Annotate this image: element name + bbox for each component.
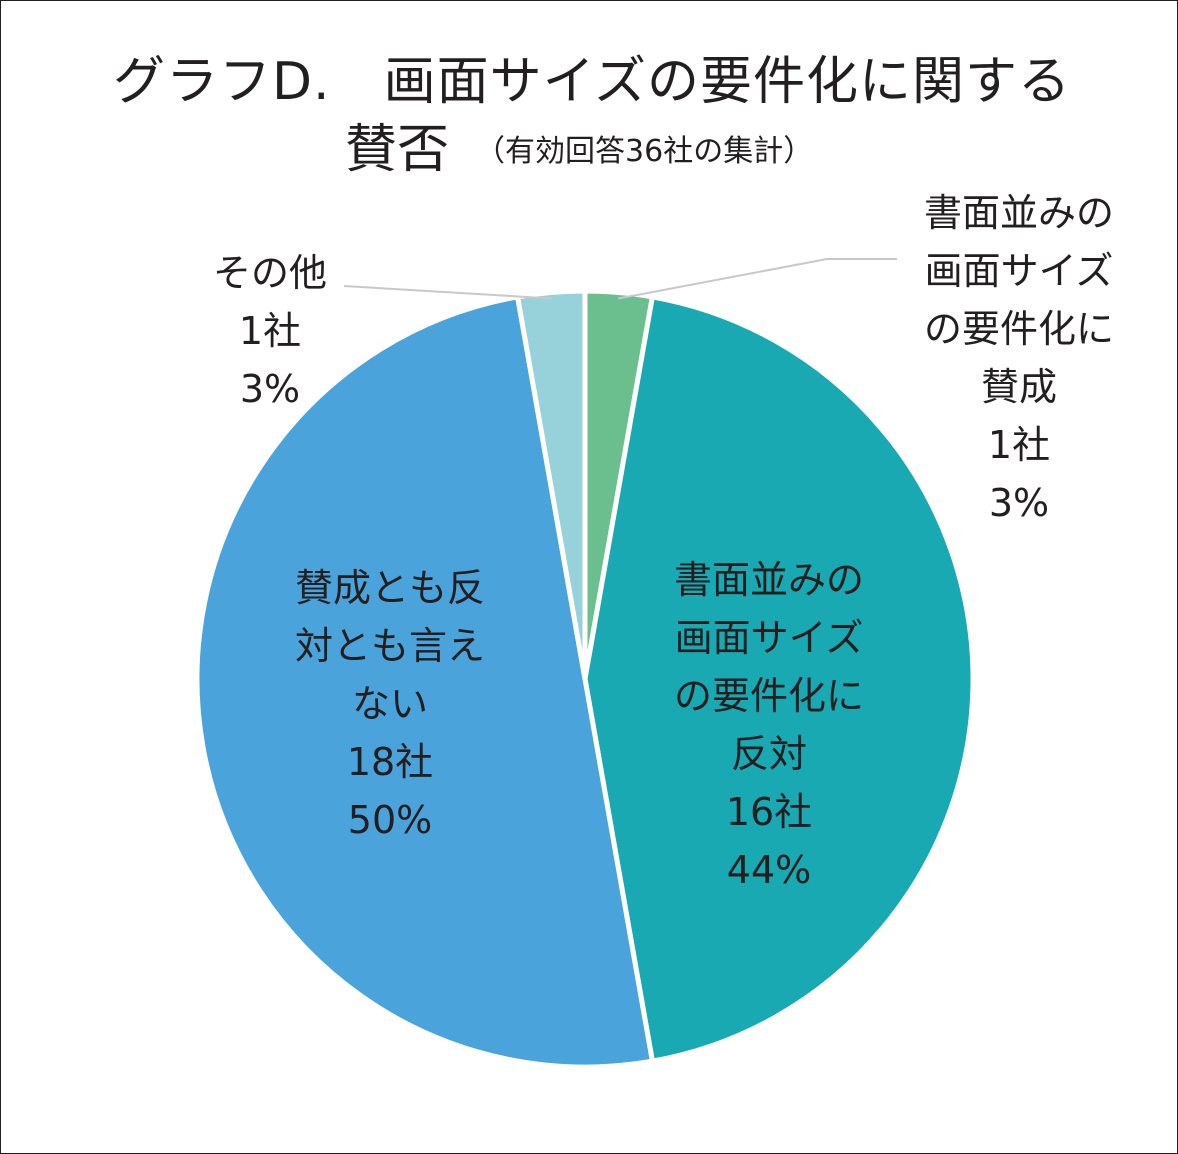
slice-percent: 3% xyxy=(989,481,1049,525)
slice-label-text: 書面並みの xyxy=(674,558,864,602)
slice-count: 16社 xyxy=(726,790,812,834)
slice-label-text: 画面サイズ xyxy=(925,249,1114,293)
slice-count: 1社 xyxy=(988,423,1050,467)
slice-percent: 50% xyxy=(348,798,432,842)
slice-label-text: の要件化に xyxy=(924,307,1114,351)
slice-count: 1社 xyxy=(239,309,301,353)
slice-label-text: 対とも言え xyxy=(295,624,485,668)
chart-subtitle: （有効回答36社の集計） xyxy=(475,134,814,169)
slice-count: 18社 xyxy=(347,740,433,784)
slice-label-text: 賛成 xyxy=(981,365,1057,409)
leader-line xyxy=(618,258,897,300)
slice-percent: 3% xyxy=(240,367,300,411)
slice-label-text: その他 xyxy=(213,251,327,295)
slice-label-text: の要件化に xyxy=(674,674,864,718)
slice-label-text: 反対 xyxy=(731,732,807,776)
chart-title-continued: 賛否 xyxy=(345,120,450,180)
chart-title-line2: 賛否 （有効回答36社の集計） xyxy=(345,107,813,182)
slice-label-text: ない xyxy=(352,682,428,726)
chart-title: グラフD. 画面サイズの要件化に関する xyxy=(113,52,1072,112)
slice-percent: 44% xyxy=(727,848,811,892)
pie-slice xyxy=(582,294,976,1064)
pie-slice xyxy=(194,294,655,1070)
slice-label-text: 画面サイズ xyxy=(675,616,864,660)
leader-line xyxy=(343,285,552,300)
slice-label-text: 書面並みの xyxy=(924,191,1114,235)
slice-label-text: 賛成とも反 xyxy=(295,566,485,610)
slice-label: その他 1社 3% xyxy=(213,251,327,411)
